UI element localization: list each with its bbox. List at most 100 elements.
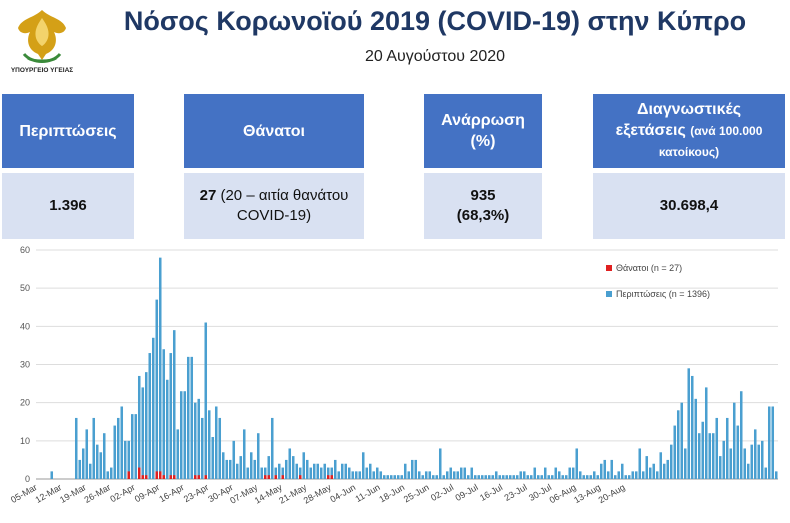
death-bar [162, 475, 166, 479]
case-bar [295, 463, 299, 479]
case-bar [148, 353, 152, 479]
case-bar [190, 356, 194, 479]
case-bar [473, 475, 477, 479]
case-bar [368, 463, 372, 479]
case-bar [200, 417, 204, 479]
case-bar [396, 475, 400, 479]
case-bar [470, 467, 474, 479]
case-bar [568, 467, 572, 479]
case-bar [127, 440, 131, 479]
case-bar [400, 475, 404, 479]
case-bar [774, 471, 778, 479]
case-bar [347, 467, 351, 479]
case-bar [382, 475, 386, 479]
case-bar [746, 463, 750, 479]
case-bar [204, 322, 208, 479]
case-bar [309, 467, 313, 479]
case-bar [498, 475, 502, 479]
case-bar [442, 475, 446, 479]
case-bar [585, 475, 589, 479]
legend-cases-swatch [606, 291, 612, 297]
case-bar [337, 471, 341, 479]
case-bar [305, 459, 309, 479]
case-bar [701, 421, 705, 479]
case-bar [522, 471, 526, 479]
case-bar [578, 471, 582, 479]
death-bar [158, 471, 162, 479]
x-tick-label: 16-Apr [157, 482, 185, 504]
case-bar [466, 475, 470, 479]
case-bar [575, 448, 579, 479]
case-bar [113, 425, 117, 479]
case-bar [414, 459, 418, 479]
x-tick-label: 04-Jun [328, 482, 357, 504]
cases-value: 1.396 [49, 197, 87, 214]
y-tick-label: 20 [20, 398, 30, 408]
case-bar [718, 456, 722, 479]
case-bar [379, 471, 383, 479]
case-bar [235, 463, 239, 479]
case-bar [459, 467, 463, 479]
case-bar [85, 429, 89, 479]
x-tick-label: 26-Mar [83, 482, 113, 505]
case-bar [358, 471, 362, 479]
case-bar [361, 452, 365, 479]
case-bar [403, 463, 407, 479]
case-bar [428, 471, 432, 479]
cases-label: Περιπτώσεις [19, 122, 117, 140]
x-tick-label: 05-Mar [9, 482, 39, 505]
recovery-label-line1: Ανάρρωση [441, 112, 525, 129]
death-bar [137, 467, 141, 479]
case-bar [323, 463, 327, 479]
case-bar [557, 471, 561, 479]
tests-label-line2: εξετάσεις [615, 122, 686, 139]
cases-header: Περιπτώσεις [2, 94, 134, 168]
case-bar [95, 444, 99, 479]
case-bar [169, 353, 173, 479]
legend-deaths-swatch [606, 265, 612, 271]
case-bar [540, 475, 544, 479]
recovery-header: Ανάρρωση (%) [424, 94, 542, 168]
case-bar [393, 475, 397, 479]
case-bar [225, 459, 229, 479]
case-bar [753, 429, 757, 479]
case-bar [417, 471, 421, 479]
case-bar [186, 356, 190, 479]
case-bar [165, 379, 169, 479]
case-bar [690, 375, 694, 479]
case-bar [515, 475, 519, 479]
x-tick-label: 23-Jul [503, 482, 529, 503]
case-bar [50, 471, 54, 479]
x-tick-label: 12-Mar [34, 482, 64, 505]
case-bar [550, 475, 554, 479]
case-bar [445, 471, 449, 479]
case-bar [708, 433, 712, 479]
case-bar [260, 467, 264, 479]
death-bar [281, 475, 285, 479]
page-title: Νόσος Κορωνοϊού 2019 (COVID-19) στην Κύπ… [123, 6, 747, 36]
death-bar [330, 475, 334, 479]
tests-header: Διαγνωστικές εξετάσεις (ανά 100.000 κατο… [593, 94, 785, 168]
x-tick-label: 28-May [302, 482, 333, 506]
case-bar [631, 471, 635, 479]
recovery-value-box: 935 (68,3%) [424, 173, 542, 239]
legend-deaths-label: Θάνατοι (n = 27) [616, 263, 682, 273]
case-bar [750, 444, 754, 479]
x-tick-label: 11-Jun [353, 482, 381, 504]
case-bar [162, 349, 166, 479]
case-bar [386, 475, 390, 479]
case-bar [211, 437, 215, 479]
y-tick-label: 50 [20, 283, 30, 293]
case-bar [736, 425, 740, 479]
case-bar [277, 463, 281, 479]
case-bar [344, 463, 348, 479]
death-bar [197, 475, 201, 479]
deaths-value-box: 27 (20 – αιτία θανάτου COVID-19) [184, 173, 364, 239]
case-bar [354, 471, 358, 479]
case-bar [533, 467, 537, 479]
case-bar [239, 456, 243, 479]
case-bar [480, 475, 484, 479]
case-bar [319, 467, 323, 479]
case-bar [711, 433, 715, 479]
case-bar [505, 475, 509, 479]
